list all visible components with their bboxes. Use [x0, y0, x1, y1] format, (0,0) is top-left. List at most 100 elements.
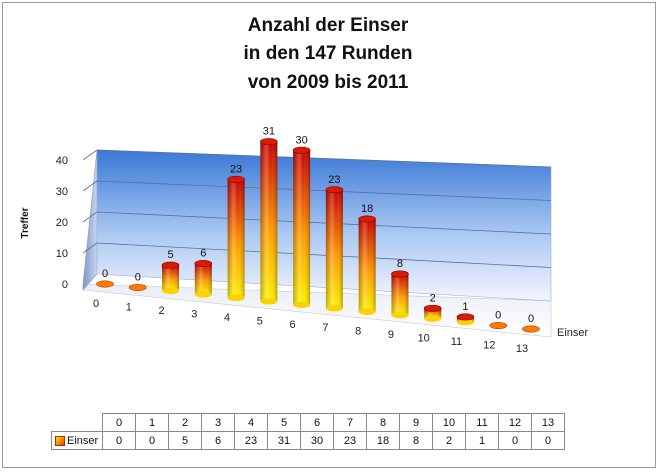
bar-base: [358, 308, 376, 315]
bar-top: [456, 313, 475, 321]
x-tick-label: 11: [451, 336, 462, 348]
data-table-value-cell: 5: [168, 431, 202, 450]
bar-top: [194, 259, 213, 267]
data-table-category-cell: 7: [333, 413, 367, 432]
chart-title-line-2: in den 147 Runden: [244, 43, 413, 64]
bar-shading: [194, 263, 212, 295]
data-table-value-cell: 8: [399, 431, 433, 450]
bar-top: [260, 138, 278, 146]
data-table-value-cell: 0: [531, 431, 565, 450]
gridlines: [82, 149, 552, 268]
bar-base: [260, 298, 278, 305]
bar-base: [391, 311, 409, 319]
x-tick-label: 0: [93, 298, 99, 310]
data-table-series-name: Einser: [51, 431, 103, 450]
data-table-header-row: 0 1 2 3 4 5 6 7 8 9 10 11 12 13: [51, 413, 565, 432]
data-table-value-cell: 2: [432, 431, 466, 450]
plot-side-wall: [82, 149, 98, 291]
x-tick-label: 6: [290, 319, 296, 331]
bar-shading: [358, 218, 376, 312]
bar: [391, 270, 409, 319]
y-tick-label: 30: [56, 186, 68, 198]
bar-shading: [325, 189, 343, 309]
bar: [194, 259, 213, 298]
data-table-corner: [51, 413, 103, 432]
data-table-category-cell: 11: [465, 413, 499, 432]
x-tick-label: 13: [516, 343, 528, 355]
bar-disc: [96, 280, 114, 288]
gridline: [96, 149, 552, 168]
x-tick-label: 4: [224, 312, 230, 324]
legend-key-icon: [55, 435, 65, 446]
x-tick-label: 3: [191, 308, 197, 320]
data-table-category-cell: 9: [399, 413, 433, 432]
y-tick-label: 40: [56, 155, 68, 167]
data-table-value-cell: 0: [135, 431, 169, 450]
bar-disc: [489, 322, 508, 330]
bar: [522, 325, 540, 333]
gridline-side: [82, 211, 98, 223]
bar-shading: [162, 265, 180, 291]
chart-title-line-3: von 2009 bis 2011: [248, 72, 409, 93]
data-table-category-cell: 6: [300, 413, 334, 432]
x-tick-label: 9: [388, 329, 394, 341]
gridline: [96, 180, 552, 201]
bar-top: [161, 261, 180, 269]
data-label: 23: [328, 174, 340, 186]
bars: [96, 138, 540, 333]
bar: [325, 186, 344, 312]
data-table-value-cell: 6: [201, 431, 235, 450]
data-table-value-cell: 1: [465, 431, 499, 450]
y-tick-label: 10: [56, 248, 68, 260]
bar-base: [227, 294, 245, 302]
y-tick-label: 0: [62, 279, 68, 291]
bar-shading: [227, 179, 245, 298]
bar: [260, 138, 278, 305]
gridline: [96, 211, 552, 235]
data-table-category-cell: 0: [102, 413, 136, 432]
data-table-category-cell: 2: [168, 413, 202, 432]
data-table-category-cell: 5: [267, 413, 301, 432]
data-label: 18: [361, 203, 373, 215]
bar: [358, 215, 376, 315]
bar-top: [325, 186, 344, 194]
bar-shading: [260, 141, 278, 302]
bar-shading: [391, 273, 409, 316]
bar-shading: [293, 150, 311, 305]
bar: [161, 261, 180, 295]
data-table-value-cell: 23: [333, 431, 367, 450]
bar-base: [325, 305, 343, 312]
bar: [423, 304, 442, 322]
bar-top: [423, 304, 442, 312]
chart-title: Anzahl der Einser in den 147 Runden von …: [244, 15, 413, 93]
bar-top: [391, 270, 409, 278]
x-tick-label: 7: [322, 322, 328, 334]
gridline-side: [82, 180, 98, 192]
bar: [292, 146, 311, 308]
data-table-series-row: Einser 0 0 5 6 23 31 30 23 18 8 2 1 0 0: [51, 431, 565, 450]
data-label: 1: [462, 301, 468, 313]
bar-disc: [522, 325, 540, 333]
data-table-category-cell: 12: [498, 413, 532, 432]
bar: [456, 313, 475, 326]
data-label: 0: [528, 313, 534, 325]
data-table-value-cell: 0: [498, 431, 532, 450]
data-table-category-cell: 1: [135, 413, 169, 432]
data-table-category-cell: 8: [366, 413, 400, 432]
data-label: 6: [200, 247, 206, 259]
bar: [489, 322, 508, 330]
y-axis-title: Treffer: [20, 207, 31, 238]
data-table-value-cell: 30: [300, 431, 334, 450]
data-label: 8: [397, 258, 403, 270]
bar-base: [424, 315, 442, 322]
data-label: 0: [102, 268, 108, 280]
data-label: 23: [230, 163, 242, 175]
gridline: [96, 242, 552, 268]
bar-top: [358, 215, 376, 223]
data-table-value-cell: 18: [366, 431, 400, 450]
bar-base: [293, 301, 311, 308]
x-axis-ticks: 0 1 2 3 4 5 6 7 8 9 10 11 12 13: [93, 298, 528, 355]
